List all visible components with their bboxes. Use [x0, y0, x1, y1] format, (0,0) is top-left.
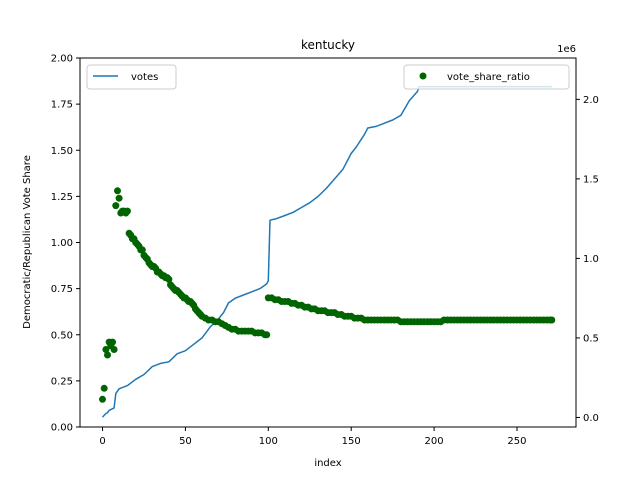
legend-ratio-label: vote_share_ratio	[447, 72, 530, 83]
legend-votes: votes	[86, 64, 177, 90]
votes-line	[101, 85, 552, 418]
legend-votes-box	[86, 64, 177, 90]
vote-share-ratio-point	[110, 346, 118, 353]
vote-share-ratio-point	[99, 395, 106, 403]
x-axis: 0 50 100 150 200 250	[99, 427, 527, 447]
vote-share-ratio-point	[102, 346, 110, 353]
x-axis-label: index	[314, 458, 341, 469]
vote-share-ratio-point	[112, 202, 120, 210]
vote-share-ratio-point	[115, 194, 123, 202]
x-tick-label: 50	[179, 436, 192, 447]
left-y-tick-label: 0.25	[51, 376, 73, 387]
left-y-tick-label: 0.50	[51, 330, 73, 341]
vote-share-ratio-point	[114, 187, 121, 195]
left-y-tick-label: 1.00	[51, 238, 73, 249]
plot-area	[80, 58, 576, 427]
x-tick-label: 150	[342, 436, 361, 447]
right-y-tick-label: 0.5	[583, 333, 599, 344]
right-axis-scale-label: 1e6	[557, 44, 576, 55]
y-axis-label: Democratic/Republican Vote Share	[22, 155, 33, 329]
votes-series	[101, 85, 552, 418]
x-tick-label: 250	[507, 436, 526, 447]
chart-title: kentucky	[301, 38, 355, 52]
right-y-axis: 0.0 0.5 1.0 1.5 2.0	[576, 95, 599, 424]
x-tick-label: 0	[99, 436, 105, 447]
left-y-tick-label: 0.00	[51, 423, 73, 434]
x-tick-label: 200	[425, 436, 444, 447]
legend-votes-label: votes	[131, 72, 158, 83]
vote-share-ratio-point	[263, 331, 271, 339]
left-y-tick-label: 2.00	[51, 54, 73, 65]
vote-share-ratio-point	[123, 207, 131, 215]
left-y-tick-label: 0.75	[51, 284, 73, 295]
vote-share-ratio-point	[109, 338, 116, 346]
vote-share-ratio-point	[104, 351, 111, 359]
vote-share-ratio-series	[99, 187, 556, 403]
right-y-tick-label: 1.5	[583, 174, 599, 185]
vote-share-ratio-point	[548, 316, 556, 324]
right-y-tick-label: 1.0	[583, 254, 599, 265]
left-y-tick-label: 1.50	[51, 146, 73, 157]
legend-ratio-box	[403, 64, 570, 90]
left-y-axis: 0.00 0.25 0.50 0.75 1.00 1.25 1.50 1.75 2.00	[51, 54, 80, 434]
right-y-tick-label: 0.0	[583, 413, 599, 424]
vote-share-ratio-point	[138, 246, 146, 254]
x-tick-label: 100	[259, 436, 278, 447]
left-y-tick-label: 1.25	[51, 192, 73, 203]
left-y-tick-label: 1.75	[51, 100, 73, 111]
vote-share-ratio-point	[100, 384, 108, 392]
right-y-tick-label: 2.0	[583, 95, 599, 106]
legend-ratio: vote_share_ratio	[403, 64, 570, 90]
vote-share-ratio-point	[165, 275, 173, 283]
legend-ratio-marker	[419, 72, 427, 80]
